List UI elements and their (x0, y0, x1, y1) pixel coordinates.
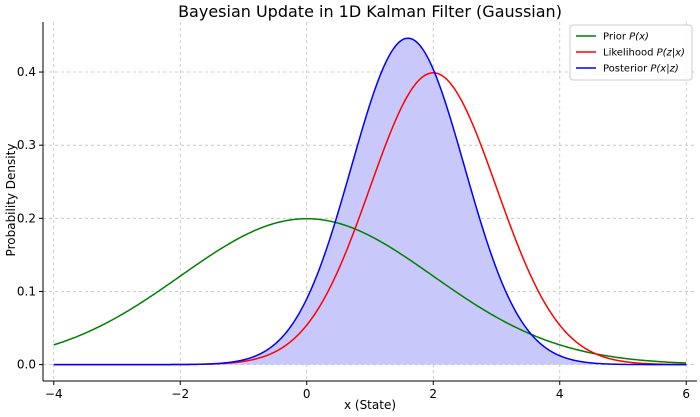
y-tick-label: 0.4 (17, 65, 36, 79)
posterior-fill-area (53, 38, 687, 365)
x-tick-label: 0 (303, 387, 311, 401)
legend-label: Likelihood P(z|x) (603, 48, 685, 59)
axes (42, 22, 697, 382)
y-tick-label: 0.3 (17, 138, 36, 152)
x-tick-label: −4 (45, 387, 63, 401)
x-tick-label: 6 (682, 387, 690, 401)
legend-box (569, 24, 693, 81)
ticks: −4 −2 0 2 4 6 0.0 0.1 0.2 0.3 0.4 (17, 65, 690, 401)
series-line-prior (53, 217, 687, 364)
x-tick-label: 4 (556, 387, 564, 401)
series-lines (53, 37, 687, 366)
area-fills (53, 38, 687, 365)
legend-label: Posterior P(x|z) (603, 64, 679, 75)
x-tick-label: 2 (429, 387, 437, 401)
x-tick-label: −2 (171, 387, 189, 401)
chart-title: Bayesian Update in 1D Kalman Filter (Gau… (178, 2, 562, 21)
y-tick-label: 0.0 (17, 358, 36, 372)
y-tick-label: 0.1 (17, 284, 36, 298)
y-axis-label: Probability Density (4, 144, 18, 257)
legend: Prior P(x) Likelihood P(z|x) Posterior P(x… (569, 24, 693, 81)
legend-label: Prior P(x) (603, 32, 649, 43)
y-tick-label: 0.2 (17, 211, 36, 225)
x-axis-label: x (State) (344, 398, 396, 412)
series-line-posterior (53, 37, 687, 366)
